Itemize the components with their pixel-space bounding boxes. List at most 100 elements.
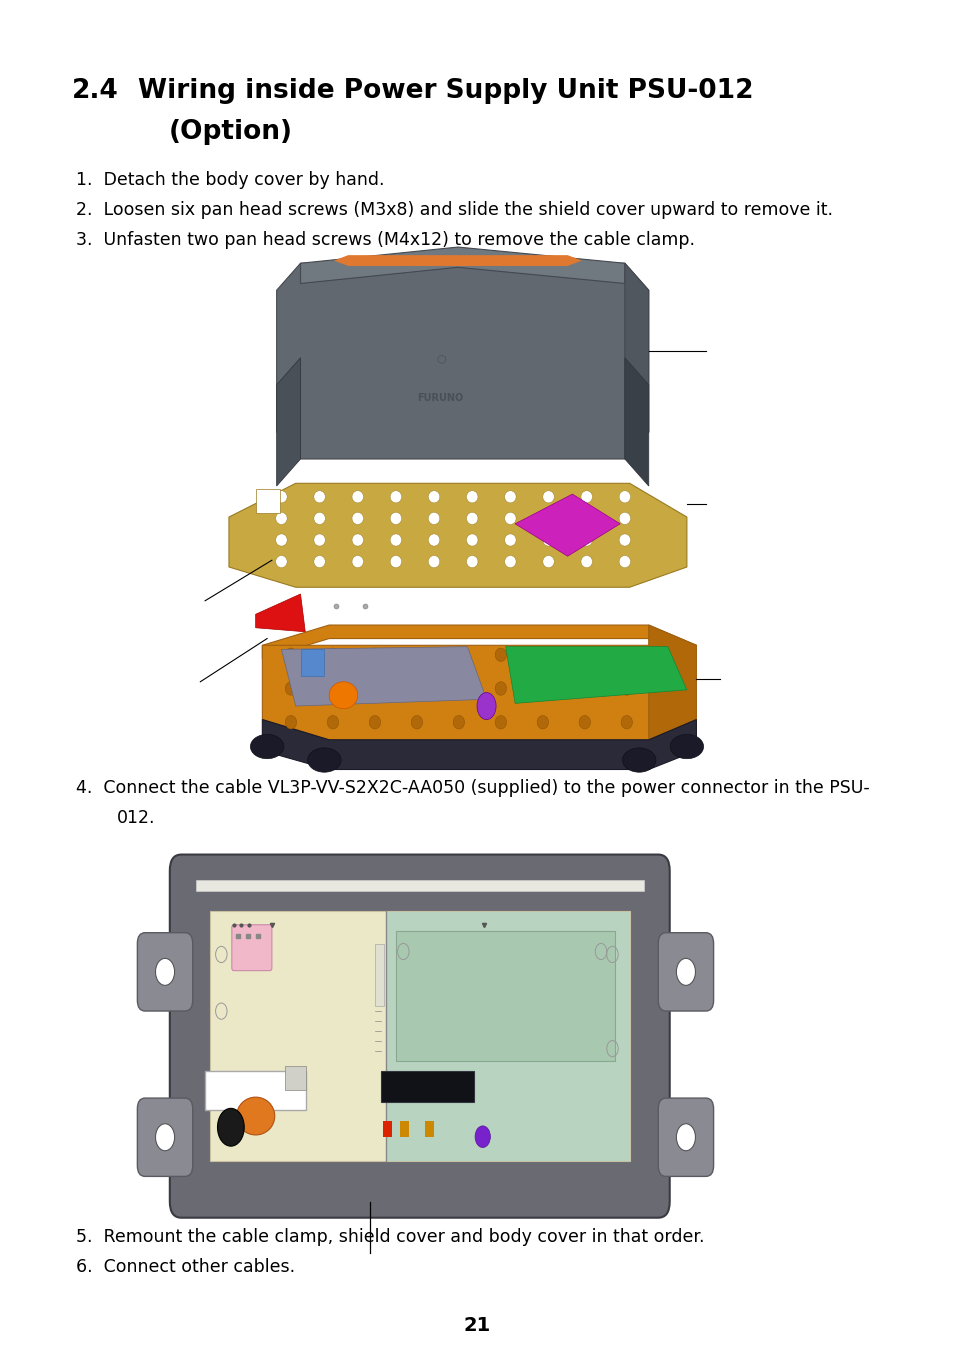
Ellipse shape bbox=[428, 556, 439, 567]
Ellipse shape bbox=[285, 648, 296, 662]
Ellipse shape bbox=[578, 648, 590, 662]
Ellipse shape bbox=[275, 533, 287, 547]
Text: 2.  Loosen six pan head screws (M3x8) and slide the shield cover upward to remov: 2. Loosen six pan head screws (M3x8) and… bbox=[76, 201, 833, 219]
Text: (Option): (Option) bbox=[169, 119, 293, 144]
Ellipse shape bbox=[620, 682, 632, 695]
Bar bbox=[375, 944, 384, 1006]
Ellipse shape bbox=[275, 512, 287, 525]
Circle shape bbox=[155, 1123, 174, 1150]
Ellipse shape bbox=[504, 533, 516, 547]
Polygon shape bbox=[229, 483, 686, 587]
Ellipse shape bbox=[618, 512, 630, 525]
Ellipse shape bbox=[352, 556, 363, 567]
Circle shape bbox=[676, 958, 695, 986]
Polygon shape bbox=[262, 645, 696, 740]
Ellipse shape bbox=[428, 490, 439, 504]
Ellipse shape bbox=[453, 716, 464, 729]
Text: 3.  Unfasten two pan head screws (M4x12) to remove the cable clamp.: 3. Unfasten two pan head screws (M4x12) … bbox=[76, 231, 695, 248]
Circle shape bbox=[217, 1108, 244, 1146]
Ellipse shape bbox=[411, 682, 422, 695]
Text: 012.: 012. bbox=[116, 809, 154, 826]
Polygon shape bbox=[262, 720, 696, 770]
Ellipse shape bbox=[314, 490, 325, 504]
Text: ⬡: ⬡ bbox=[436, 355, 445, 366]
Ellipse shape bbox=[618, 490, 630, 504]
Ellipse shape bbox=[314, 512, 325, 525]
Ellipse shape bbox=[428, 533, 439, 547]
Polygon shape bbox=[334, 255, 581, 266]
Bar bbox=[300, 649, 324, 676]
Ellipse shape bbox=[580, 556, 592, 567]
Polygon shape bbox=[624, 263, 648, 459]
Polygon shape bbox=[281, 647, 486, 706]
Text: 6.  Connect other cables.: 6. Connect other cables. bbox=[76, 1258, 295, 1276]
Bar bbox=[195, 880, 643, 891]
Ellipse shape bbox=[620, 716, 632, 729]
Ellipse shape bbox=[618, 556, 630, 567]
Ellipse shape bbox=[369, 648, 380, 662]
Ellipse shape bbox=[495, 716, 506, 729]
Ellipse shape bbox=[537, 716, 548, 729]
Ellipse shape bbox=[352, 533, 363, 547]
FancyBboxPatch shape bbox=[232, 925, 272, 971]
Polygon shape bbox=[515, 494, 619, 556]
Ellipse shape bbox=[542, 512, 554, 525]
Ellipse shape bbox=[542, 490, 554, 504]
Ellipse shape bbox=[390, 556, 401, 567]
Text: 2.4: 2.4 bbox=[71, 78, 118, 104]
Bar bbox=[382, 1120, 392, 1137]
Polygon shape bbox=[276, 263, 648, 459]
Ellipse shape bbox=[314, 556, 325, 567]
FancyBboxPatch shape bbox=[658, 933, 713, 1011]
Polygon shape bbox=[262, 625, 696, 659]
Ellipse shape bbox=[580, 490, 592, 504]
Bar bbox=[381, 1071, 474, 1103]
Circle shape bbox=[155, 958, 174, 986]
Ellipse shape bbox=[466, 556, 477, 567]
Ellipse shape bbox=[390, 533, 401, 547]
Ellipse shape bbox=[352, 490, 363, 504]
Ellipse shape bbox=[466, 512, 477, 525]
Bar bbox=[399, 1120, 409, 1137]
Ellipse shape bbox=[537, 648, 548, 662]
Bar bbox=[285, 1066, 306, 1091]
Ellipse shape bbox=[495, 648, 506, 662]
Ellipse shape bbox=[428, 512, 439, 525]
Ellipse shape bbox=[618, 533, 630, 547]
Ellipse shape bbox=[390, 512, 401, 525]
Polygon shape bbox=[505, 647, 686, 703]
Ellipse shape bbox=[495, 682, 506, 695]
Ellipse shape bbox=[352, 512, 363, 525]
Ellipse shape bbox=[466, 533, 477, 547]
FancyBboxPatch shape bbox=[658, 1098, 713, 1176]
Ellipse shape bbox=[327, 682, 338, 695]
Bar bbox=[210, 911, 629, 1161]
FancyBboxPatch shape bbox=[137, 933, 193, 1011]
Bar bbox=[205, 1071, 306, 1110]
Ellipse shape bbox=[285, 716, 296, 729]
Text: 5.  Remount the cable clamp, shield cover and body cover in that order.: 5. Remount the cable clamp, shield cover… bbox=[76, 1228, 704, 1246]
Ellipse shape bbox=[250, 734, 284, 759]
Ellipse shape bbox=[236, 1098, 274, 1135]
Ellipse shape bbox=[411, 648, 422, 662]
Ellipse shape bbox=[327, 648, 338, 662]
Ellipse shape bbox=[580, 533, 592, 547]
Polygon shape bbox=[624, 358, 648, 486]
Bar bbox=[386, 911, 629, 1161]
Text: 1.  Detach the body cover by hand.: 1. Detach the body cover by hand. bbox=[76, 171, 384, 189]
Polygon shape bbox=[300, 247, 624, 284]
Ellipse shape bbox=[314, 533, 325, 547]
Ellipse shape bbox=[620, 648, 632, 662]
Text: 4.  Connect the cable VL3P-VV-S2X2C-AA050 (supplied) to the power connector in t: 4. Connect the cable VL3P-VV-S2X2C-AA050… bbox=[76, 779, 869, 796]
Ellipse shape bbox=[669, 734, 702, 759]
Ellipse shape bbox=[327, 716, 338, 729]
Circle shape bbox=[475, 1126, 490, 1147]
Polygon shape bbox=[648, 625, 696, 740]
Text: 21: 21 bbox=[463, 1316, 490, 1335]
Bar bbox=[424, 1120, 434, 1137]
Ellipse shape bbox=[390, 490, 401, 504]
Ellipse shape bbox=[453, 648, 464, 662]
FancyBboxPatch shape bbox=[137, 1098, 193, 1176]
Ellipse shape bbox=[453, 682, 464, 695]
Ellipse shape bbox=[578, 716, 590, 729]
